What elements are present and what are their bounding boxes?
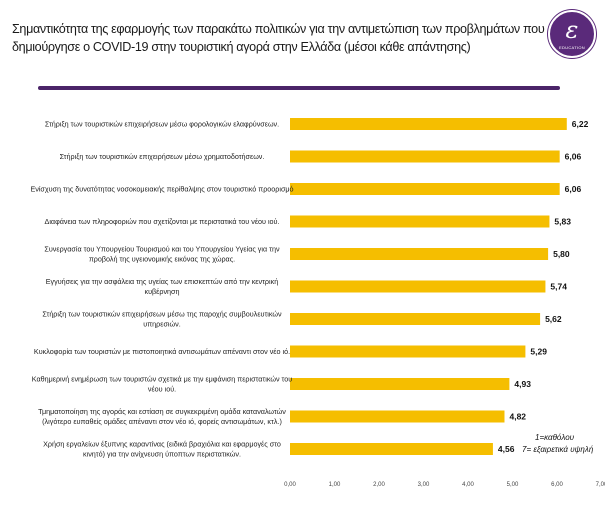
- category-label-6-line-2: κυβέρνηση: [145, 287, 180, 296]
- value-label-10: 4,82: [509, 412, 526, 422]
- scale-note-line-2: 7= εξαιρετικά υψηλή: [522, 445, 594, 454]
- category-label-2: Στήριξη των τουριστικών επιχειρήσεων μέσ…: [60, 152, 265, 161]
- value-label-4: 5,83: [554, 217, 571, 227]
- category-label-10-line-1: Τμηματοποίηση της αγοράς και εστίαση σε …: [38, 407, 286, 416]
- x-tick-label-0: 0,00: [284, 482, 296, 488]
- logo-text: EDUCATION: [559, 45, 585, 50]
- category-label-5-line-1: Συνεργασία του Υπουργείου Τουρισμού και …: [44, 245, 280, 254]
- category-label-9-line-2: νέου ιού.: [148, 385, 176, 394]
- value-label-5: 5,80: [553, 249, 570, 259]
- x-tick-label-2: 2,00: [373, 482, 385, 488]
- category-label-9-line-1: Καθημερινή ενημέρωση των τουριστών σχετι…: [32, 375, 293, 384]
- chart-title-line-1: Σημαντικότητα της εφαρμογής των παρακάτω…: [12, 22, 545, 36]
- value-label-3: 6,06: [565, 184, 582, 194]
- bar-10: [290, 410, 505, 423]
- category-label-7-line-2: υπηρεσιών.: [143, 320, 180, 329]
- bar-2: [290, 150, 560, 163]
- scale-note-line-1: 1=καθόλου: [535, 433, 575, 442]
- x-tick-label-7: 7,00: [596, 482, 605, 488]
- title-divider: [38, 86, 560, 90]
- category-label-8: Κυκλοφορία των τουριστών με πιστοποιητικ…: [34, 347, 290, 356]
- value-label-11: 4,56: [498, 444, 515, 454]
- bar-7: [290, 313, 541, 325]
- x-tick-label-3: 3,00: [418, 482, 430, 488]
- value-label-1: 6,22: [572, 119, 589, 129]
- bar-8: [290, 345, 526, 358]
- bar-4: [290, 215, 550, 228]
- x-tick-label-6: 6,00: [551, 482, 563, 488]
- chart-title-line-2: δημιούργησε ο COVID-19 στην τουριστική α…: [12, 40, 471, 54]
- x-tick-label-4: 4,00: [462, 482, 474, 488]
- category-label-4: Διαφάνεια των πληροφοριών που σχετίζοντα…: [45, 217, 280, 226]
- category-label-1: Στήριξη των τουριστικών επιχειρήσεων μέσ…: [45, 120, 279, 129]
- chart-title: Σημαντικότητα της εφαρμογής των παρακάτω…: [12, 20, 545, 56]
- bar-3: [290, 183, 560, 195]
- value-label-9: 4,93: [514, 379, 531, 389]
- category-label-11-line-1: Χρήση εργαλείων έξυπνης καραντίνας (ειδι…: [43, 440, 281, 449]
- category-label-6-line-1: Εγγυήσεις για την ασφάλεια της υγείας τω…: [46, 277, 278, 286]
- x-tick-label-5: 5,00: [507, 482, 519, 488]
- category-label-3: Ενίσχυση της δυνατότητας νοσοκομειακής π…: [30, 185, 293, 194]
- value-label-2: 6,06: [565, 152, 582, 162]
- bar-1: [290, 118, 567, 130]
- value-label-6: 5,74: [550, 282, 567, 292]
- category-label-10-line-2: (λιγότερο ευπαθείς ομάδες απέναντι στον …: [42, 417, 282, 426]
- bar-6: [290, 280, 546, 293]
- category-label-7-line-1: Στήριξη των τουριστικών επιχειρήσεων μέσ…: [42, 310, 282, 319]
- bar-5: [290, 248, 549, 260]
- bar-9: [290, 378, 510, 390]
- logo-glyph: ε: [565, 16, 579, 44]
- bar-11: [290, 443, 493, 455]
- category-label-5-line-2: προβολή της υγειονομικής εικόνας της χώρ…: [89, 255, 235, 264]
- value-label-8: 5,29: [530, 347, 547, 357]
- category-label-11-line-2: κινητό) για την ανίχνευση ύποπτων περιστ…: [83, 450, 241, 459]
- x-tick-label-1: 1,00: [329, 482, 341, 488]
- logo: ε EDUCATION: [548, 10, 596, 58]
- value-label-7: 5,62: [545, 314, 562, 324]
